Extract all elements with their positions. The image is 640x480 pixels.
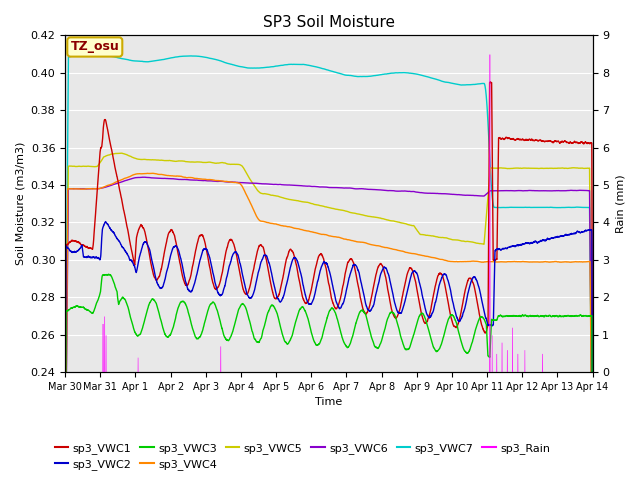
Y-axis label: Rain (mm): Rain (mm)	[615, 174, 625, 233]
Text: TZ_osu: TZ_osu	[70, 40, 119, 53]
Legend: sp3_VWC1, sp3_VWC2, sp3_VWC3, sp3_VWC4, sp3_VWC5, sp3_VWC6, sp3_VWC7, sp3_Rain: sp3_VWC1, sp3_VWC2, sp3_VWC3, sp3_VWC4, …	[51, 438, 554, 474]
Title: SP3 Soil Moisture: SP3 Soil Moisture	[263, 15, 395, 30]
Y-axis label: Soil Moisture (m3/m3): Soil Moisture (m3/m3)	[15, 142, 25, 265]
X-axis label: Time: Time	[316, 397, 342, 408]
